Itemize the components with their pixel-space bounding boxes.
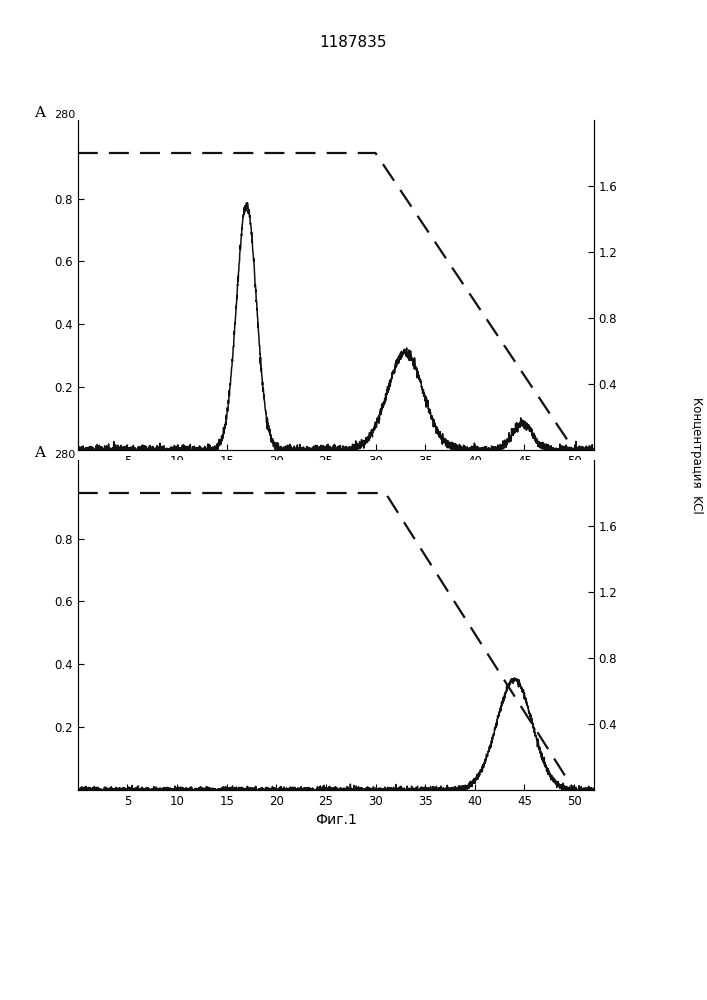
Text: 280: 280 bbox=[54, 110, 76, 120]
Text: A: A bbox=[34, 106, 45, 120]
X-axis label: Фиг.1: Фиг.1 bbox=[315, 813, 357, 827]
Text: Концентрация  KCl: Концентрация KCl bbox=[690, 397, 703, 513]
Text: 1187835: 1187835 bbox=[320, 35, 387, 50]
Text: 280: 280 bbox=[54, 450, 76, 460]
Text: A: A bbox=[34, 446, 45, 460]
